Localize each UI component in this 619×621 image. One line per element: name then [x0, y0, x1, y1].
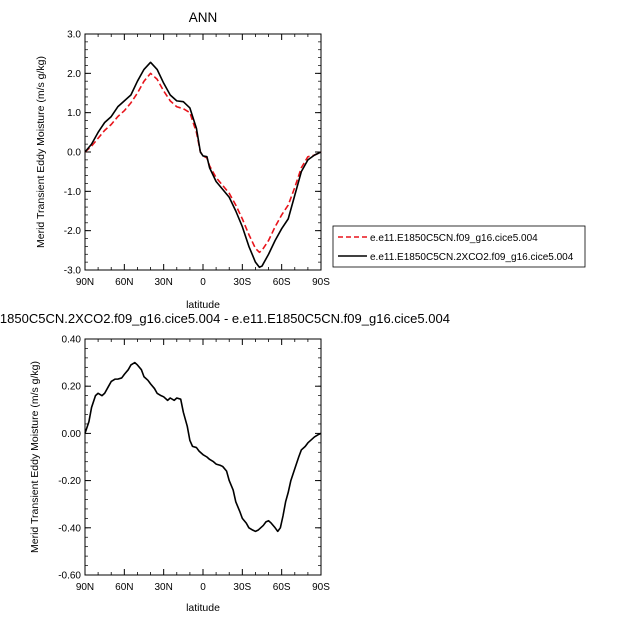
plot-frame: [84, 338, 322, 576]
bottom-chart-axes: 90N 60N 30N 0 30S 60S 90S 0.40 0.20 0.00 -0.20 -0.4…: [58, 335, 330, 594]
y-tick-label: -1.0: [64, 187, 82, 198]
top-chart-title: ANN: [189, 10, 218, 25]
y-tick-label: 0.00: [62, 429, 82, 440]
y-tick-label: 0.0: [67, 148, 81, 159]
y-tick-label: -0.60: [58, 571, 81, 582]
bottom-chart-panel: e.e11.E1850C5CN.2XCO2.f09_g16.cice5.004 …: [0, 311, 450, 614]
legend-box: [332, 225, 586, 268]
y-tick-label: -3.0: [64, 266, 82, 277]
x-tick-label: 30N: [154, 277, 172, 288]
x-tick-label: 90S: [312, 277, 330, 288]
y-tick-label: 2.0: [67, 69, 81, 80]
x-tick-label: 60S: [273, 582, 291, 593]
x-tick-label: 60S: [273, 277, 291, 288]
y-tick-label: 0.40: [62, 335, 82, 346]
x-tick-label: 30S: [233, 277, 251, 288]
series-line-0: [84, 72, 322, 254]
y-tick-label: 1.0: [67, 108, 81, 119]
top-chart-legend: e.e11.E1850C5CN.f09_g16.cice5.004 e.e11.…: [332, 225, 586, 268]
plot-frame: [84, 33, 322, 271]
x-tick-label: 0: [200, 277, 206, 288]
x-tick-label: 60N: [115, 277, 133, 288]
top-chart-lines: [84, 61, 322, 269]
legend-entry-2xco2: e.e11.E1850C5CN.2XCO2.f09_g16.cice5.004: [370, 252, 574, 263]
top-chart-axes: 90N 60N 30N 0 30S 60S 90S 3.0 2.0 1.0 0.0 -1.0 -2.0 -…: [64, 30, 330, 289]
top-chart-panel: ANN Merid Transient Eddy Moisture (m/s g…: [35, 10, 586, 311]
x-tick-label: 30S: [233, 582, 251, 593]
x-tick-label: 90N: [76, 582, 94, 593]
x-tick-label: 60N: [115, 582, 133, 593]
bottom-chart-lines: [84, 361, 322, 533]
x-tick-label: 90S: [312, 582, 330, 593]
x-tick-label: 0: [200, 582, 206, 593]
y-tick-label: 0.20: [62, 382, 82, 393]
bottom-chart-x-axis-label: latitude: [186, 602, 220, 614]
x-tick-label: 30N: [154, 582, 172, 593]
y-tick-label: -2.0: [64, 226, 82, 237]
y-tick-label: -0.20: [58, 476, 81, 487]
top-chart-x-axis-label: latitude: [186, 299, 220, 311]
series-line-1: [84, 61, 322, 269]
top-chart-y-axis-label: Merid Transient Eddy Moisture (m/s g/kg): [35, 56, 47, 248]
bottom-chart-title: e.e11.E1850C5CN.2XCO2.f09_g16.cice5.004 …: [0, 311, 450, 326]
y-tick-label: 3.0: [67, 30, 81, 41]
series-line-0: [84, 361, 322, 533]
x-tick-label: 90N: [76, 277, 94, 288]
y-tick-label: -0.40: [58, 523, 81, 534]
bottom-chart-y-axis-label: Merid Transient Eddy Moisture (m/s g/kg): [29, 361, 41, 553]
legend-entry-control: e.e11.E1850C5CN.f09_g16.cice5.004: [370, 233, 538, 244]
